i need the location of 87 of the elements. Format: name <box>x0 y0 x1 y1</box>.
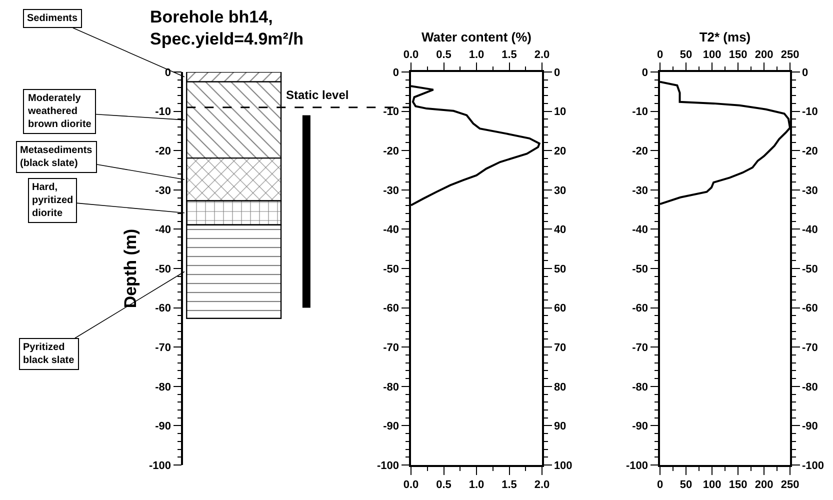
y-tick-label: -20 <box>383 145 400 158</box>
y-tick-label: -70 <box>632 342 648 354</box>
y-tick-label: -70 <box>155 342 172 354</box>
y-tick-label: -10 <box>155 106 172 118</box>
y-tick-label: -60 <box>632 302 648 315</box>
x2-tick-label: 250 <box>780 478 800 491</box>
y2-tick-label: 0 <box>554 66 560 79</box>
x-tick-label: 0 <box>656 48 664 61</box>
y2-tick-label: -20 <box>802 145 818 158</box>
y2-tick-label: -30 <box>802 184 818 197</box>
x2-tick-label: 50 <box>680 478 692 491</box>
y-tick-label: -10 <box>632 106 648 118</box>
x-tick-label: 2.0 <box>534 48 550 61</box>
y-tick-label: -50 <box>632 263 648 276</box>
y2-tick-label: 100 <box>554 460 572 472</box>
y2-tick-label: 80 <box>554 381 566 394</box>
text: Hard, pyritized diorite <box>32 182 74 219</box>
y-tick-label: -30 <box>383 184 400 197</box>
y-tick-label: -30 <box>632 184 648 197</box>
y2-tick-label: -90 <box>802 420 818 433</box>
x2-tick-label: 150 <box>728 478 748 491</box>
y-tick-label: -80 <box>632 381 648 394</box>
x-tick-label: 0.0 <box>403 48 419 61</box>
y-tick-label: 0 <box>392 66 400 79</box>
y-tick-label: -20 <box>155 145 172 158</box>
x2-tick-label: 0 <box>656 478 664 491</box>
y2-tick-label: 50 <box>554 263 566 276</box>
y2-tick-label: -80 <box>802 381 818 394</box>
y-tick-label: -100 <box>377 460 400 472</box>
y-tick-label: -100 <box>149 460 172 472</box>
x-tick-label: 250 <box>780 48 800 61</box>
y-tick-label: -60 <box>383 302 400 315</box>
x2-tick-label: 0.0 <box>403 478 419 491</box>
chart-title: Borehole bh14, Spec.yield=4.9m²/h <box>150 8 304 49</box>
y-tick-label: -90 <box>155 420 172 433</box>
x2-tick-label: 200 <box>754 478 774 491</box>
y-tick-label: -10 <box>383 106 400 118</box>
y2-tick-label: -100 <box>802 460 824 472</box>
x2-tick-label: 1.5 <box>502 478 517 491</box>
y-tick-label: -20 <box>632 145 648 158</box>
y2-tick-label: 20 <box>554 145 566 158</box>
y2-tick-label: 60 <box>554 302 566 315</box>
y-tick-label: -70 <box>383 342 400 354</box>
y-tick-label: 0 <box>164 66 172 79</box>
y-tick-label: -80 <box>155 381 172 394</box>
y2-tick-label: -50 <box>802 263 818 276</box>
x-tick-label: 0.5 <box>436 48 452 61</box>
x-tick-label: 1.0 <box>468 48 484 61</box>
text: Sediments <box>27 13 78 24</box>
y2-tick-label: 70 <box>554 342 566 354</box>
x2-tick-label: 100 <box>702 478 722 491</box>
x-tick-label: 150 <box>728 48 748 61</box>
y2-tick-label: 30 <box>554 184 566 197</box>
y-tick-label: -90 <box>632 420 648 433</box>
x-tick-label: 200 <box>754 48 774 61</box>
y-tick-label: -100 <box>626 460 648 472</box>
y2-tick-label: 0 <box>802 66 808 79</box>
text: Pyritized black slate <box>23 342 75 366</box>
text: Moderately weathered brown diorite <box>27 93 92 130</box>
y-tick-label: -40 <box>383 224 400 236</box>
y-tick-label: -60 <box>155 302 172 315</box>
y2-tick-label: 10 <box>554 106 566 118</box>
text: Metasediments (black slate) <box>20 145 93 169</box>
ref-line-label: Static level <box>286 88 349 102</box>
y2-tick-label: -60 <box>802 302 818 315</box>
x2-axis-title: Water content (%) <box>421 29 532 44</box>
y-tick-label: -30 <box>155 184 172 197</box>
x-tick-label: 50 <box>680 48 692 61</box>
x2-axis-title: T2* (ms) <box>699 29 751 44</box>
y-tick-label: -50 <box>383 263 400 276</box>
y2-tick-label: -70 <box>802 342 818 354</box>
x-tick-label: 100 <box>702 48 722 61</box>
y-tick-label: 0 <box>642 66 648 79</box>
y2-tick-label: -10 <box>802 106 818 118</box>
y-tick-label: -90 <box>383 420 400 433</box>
y2-tick-label: 90 <box>554 420 566 433</box>
y2-tick-label: -40 <box>802 224 818 236</box>
y-axis-title: Depth (m) <box>121 228 140 308</box>
y-tick-label: -80 <box>383 381 400 394</box>
x2-tick-label: 1.0 <box>468 478 484 491</box>
x2-tick-label: 0.5 <box>436 478 452 491</box>
y-tick-label: -50 <box>155 263 172 276</box>
y2-tick-label: 40 <box>554 224 566 236</box>
x2-tick-label: 2.0 <box>534 478 550 491</box>
y-tick-label: -40 <box>155 224 172 236</box>
x-tick-label: 1.5 <box>502 48 517 61</box>
y-tick-label: -40 <box>632 224 648 236</box>
